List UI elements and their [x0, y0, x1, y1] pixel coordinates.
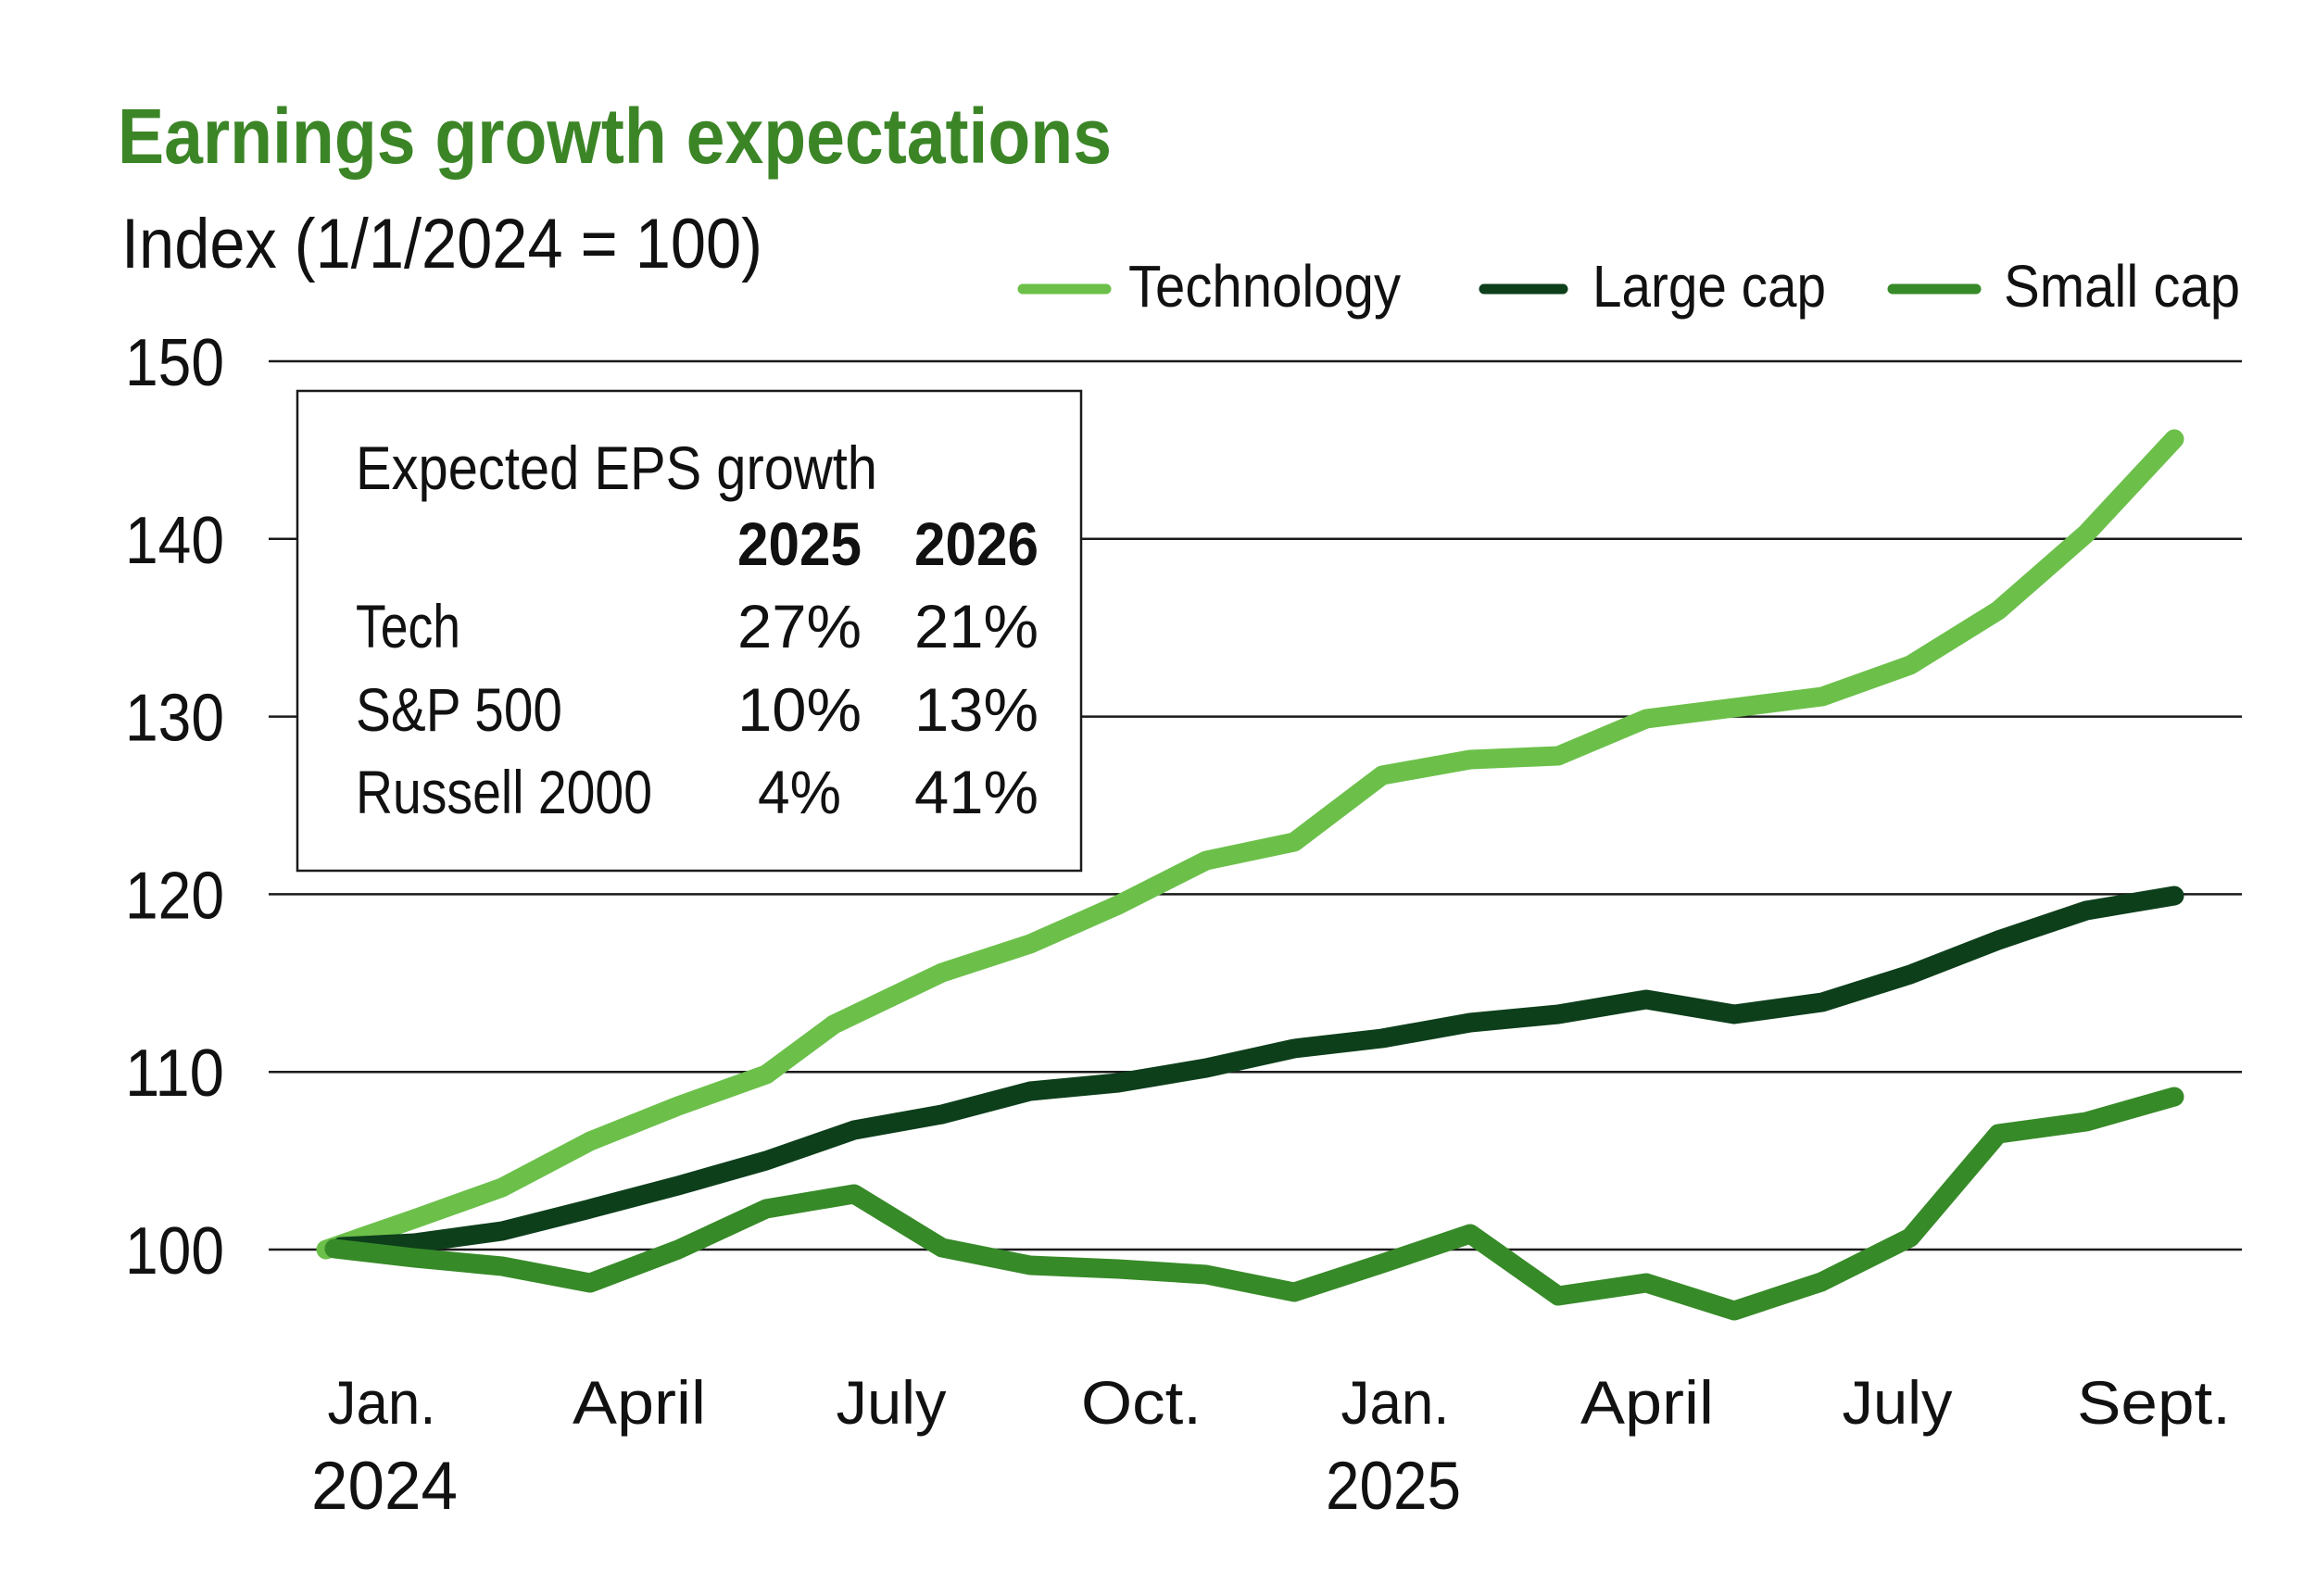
svg-text:April: April	[573, 1368, 706, 1437]
svg-text:Jan.: Jan.	[328, 1368, 436, 1437]
svg-text:April: April	[1580, 1368, 1714, 1437]
svg-text:120: 120	[125, 859, 224, 933]
svg-text:S&P 500: S&P 500	[356, 675, 562, 744]
svg-text:4%: 4%	[758, 758, 841, 826]
svg-text:Sept.: Sept.	[2077, 1368, 2231, 1437]
svg-text:150: 150	[125, 326, 224, 400]
svg-text:Index (1/1/2024 = 100): Index (1/1/2024 = 100)	[121, 205, 762, 283]
svg-text:41%: 41%	[914, 758, 1038, 826]
svg-text:2025: 2025	[1326, 1449, 1461, 1524]
svg-text:2025: 2025	[737, 509, 862, 578]
svg-text:130: 130	[125, 682, 224, 756]
svg-text:140: 140	[125, 504, 224, 578]
svg-text:13%: 13%	[914, 675, 1038, 744]
svg-text:Jan.: Jan.	[1341, 1368, 1450, 1437]
svg-text:100: 100	[125, 1214, 224, 1288]
svg-text:July: July	[1843, 1368, 1953, 1437]
svg-text:Expected EPS growth: Expected EPS growth	[356, 434, 877, 502]
svg-text:Small cap: Small cap	[2004, 253, 2240, 320]
svg-text:Tech: Tech	[356, 592, 460, 660]
svg-text:Technology: Technology	[1128, 253, 1401, 320]
svg-text:July: July	[837, 1368, 947, 1437]
svg-text:21%: 21%	[914, 592, 1038, 660]
svg-text:2024: 2024	[311, 1449, 458, 1524]
svg-text:110: 110	[125, 1037, 224, 1111]
svg-text:Russell 2000: Russell 2000	[356, 758, 652, 826]
svg-text:27%: 27%	[737, 592, 862, 660]
svg-text:Oct.: Oct.	[1081, 1368, 1202, 1437]
svg-text:Earnings growth expectations: Earnings growth expectations	[118, 93, 1112, 180]
svg-text:2026: 2026	[914, 509, 1038, 578]
svg-text:10%: 10%	[737, 675, 862, 744]
svg-text:Large cap: Large cap	[1592, 253, 1826, 320]
